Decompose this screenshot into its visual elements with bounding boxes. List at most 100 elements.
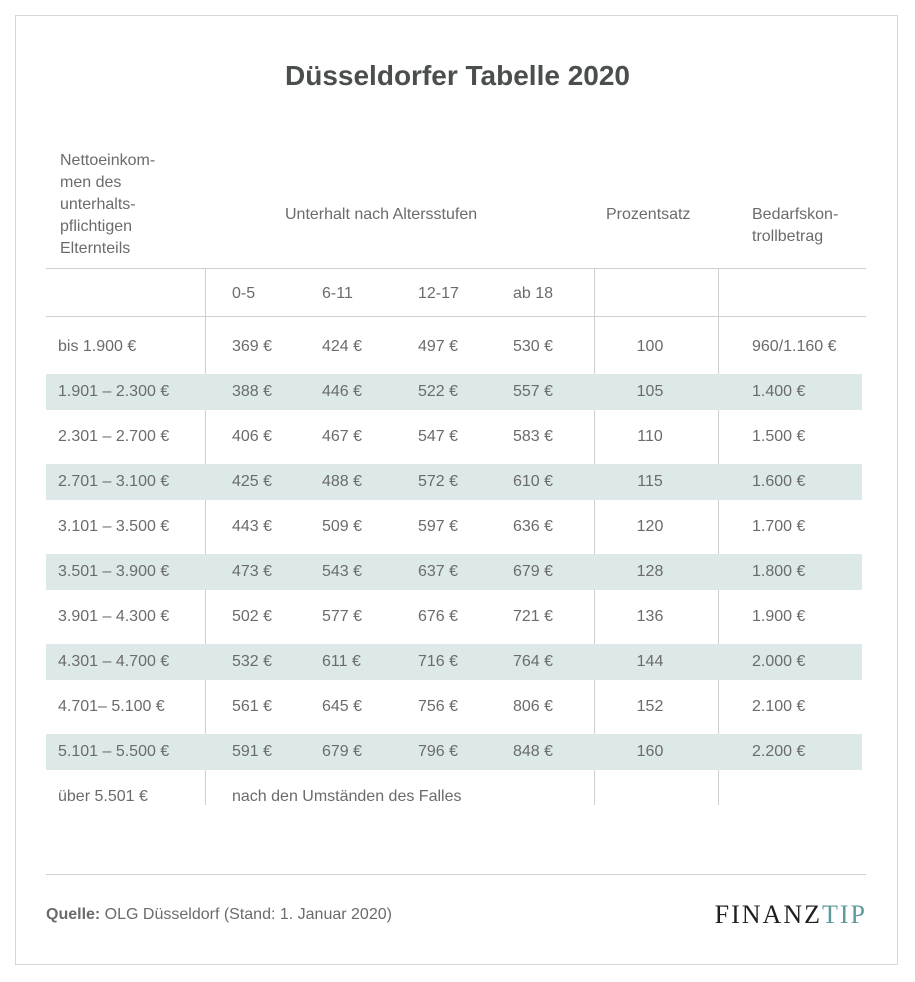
control-cell: 1.900 € — [752, 608, 806, 625]
support-cell: 806 € — [513, 698, 554, 715]
header-divider — [46, 268, 866, 269]
control-cell: 1.700 € — [752, 518, 806, 535]
support-cell: 547 € — [418, 428, 459, 445]
support-cell: 591 € — [232, 743, 273, 760]
age-header: 6-11 — [322, 285, 353, 302]
page-frame — [15, 15, 898, 965]
column-divider — [594, 268, 595, 805]
header-income: Nettoeinkom- men des unterhalts- pflicht… — [60, 150, 155, 260]
finanztip-logo: FINANZTIP — [715, 900, 867, 930]
percent-cell: 115 — [637, 473, 663, 490]
age-header: ab 18 — [513, 285, 554, 302]
support-cell: 543 € — [322, 563, 363, 580]
logo-part2: TIP — [822, 900, 867, 929]
age-header: 12-17 — [418, 285, 459, 302]
header-percent: Prozentsatz — [606, 206, 691, 223]
support-cell: 497 € — [418, 338, 459, 355]
control-cell: 1.400 € — [752, 383, 806, 400]
support-cell: 530 € — [513, 338, 554, 355]
support-cell: 467 € — [322, 428, 363, 445]
support-cell: 446 € — [322, 383, 363, 400]
support-cell: 388 € — [232, 383, 273, 400]
percent-cell: 105 — [636, 383, 664, 400]
support-cell: 424 € — [322, 338, 363, 355]
control-cell: 960/1.160 € — [752, 338, 837, 355]
income-cell: bis 1.900 € — [58, 338, 137, 355]
logo-part1: FINANZ — [714, 900, 822, 929]
income-cell: 3.501 – 3.900 € — [58, 563, 170, 580]
support-cell: 425 € — [232, 473, 273, 490]
page-title: Düsseldorfer Tabelle 2020 — [285, 60, 630, 91]
support-cell: 636 € — [513, 518, 554, 535]
header-income-line: unterhalts- — [60, 196, 136, 213]
income-cell: 5.101 – 5.500 € — [58, 743, 170, 760]
age-header: 0-5 — [232, 285, 256, 302]
percent-cell: 110 — [637, 428, 663, 445]
income-cell: 3.901 – 4.300 € — [58, 608, 170, 625]
source-label: Quelle: — [46, 906, 101, 923]
support-cell: 577 € — [322, 608, 363, 625]
header-control-line: Bedarfskon- — [752, 206, 839, 223]
age-divider — [46, 316, 866, 317]
support-cell: 597 € — [418, 518, 459, 535]
income-cell: 1.901 – 2.300 € — [58, 383, 170, 400]
source-note: Quelle: OLG Düsseldorf (Stand: 1. Januar… — [46, 906, 392, 924]
support-cell: 796 € — [418, 743, 459, 760]
support-cell: 557 € — [513, 383, 554, 400]
column-divider — [718, 268, 719, 805]
percent-cell: 152 — [636, 698, 664, 715]
support-cell: 572 € — [418, 473, 459, 490]
header-income-line: Nettoeinkom- — [60, 152, 156, 169]
support-cell: 756 € — [418, 698, 459, 715]
control-cell: 2.000 € — [752, 653, 806, 670]
row-band — [46, 464, 862, 500]
support-cell: 645 € — [322, 698, 363, 715]
percent-cell: 160 — [636, 743, 664, 760]
support-cell: 488 € — [322, 473, 363, 490]
support-cell: 509 € — [322, 518, 363, 535]
support-cell: 679 € — [513, 563, 554, 580]
footer-divider — [46, 874, 866, 875]
support-cell: 502 € — [232, 608, 273, 625]
support-cell: 406 € — [232, 428, 273, 445]
column-divider — [205, 268, 206, 805]
percent-cell: 128 — [636, 563, 664, 580]
row-band — [46, 554, 862, 590]
income-cell: 3.101 – 3.500 € — [58, 518, 170, 535]
row-band — [46, 374, 862, 410]
last-row-income: über 5.501 € — [58, 788, 148, 805]
control-cell: 1.800 € — [752, 563, 806, 580]
percent-cell: 144 — [636, 653, 664, 670]
support-cell: 522 € — [418, 383, 459, 400]
support-cell: 610 € — [513, 473, 554, 490]
income-cell: 2.301 – 2.700 € — [58, 428, 170, 445]
header-income-line: men des — [60, 174, 122, 191]
support-cell: 473 € — [232, 563, 273, 580]
support-cell: 676 € — [418, 608, 459, 625]
support-cell: 369 € — [232, 338, 273, 355]
percent-cell: 100 — [636, 338, 664, 355]
row-band — [46, 734, 862, 770]
support-cell: 848 € — [513, 743, 554, 760]
control-cell: 2.100 € — [752, 698, 806, 715]
support-cell: 637 € — [418, 563, 459, 580]
header-support: Unterhalt nach Altersstufen — [285, 206, 478, 223]
support-cell: 561 € — [232, 698, 273, 715]
percent-cell: 136 — [636, 608, 664, 625]
header-income-line: Elternteils — [60, 240, 131, 257]
support-cell: 679 € — [322, 743, 363, 760]
income-cell: 2.701 – 3.100 € — [58, 473, 170, 490]
support-cell: 721 € — [513, 608, 554, 625]
control-cell: 2.200 € — [752, 743, 806, 760]
control-cell: 1.500 € — [752, 428, 806, 445]
header-control-line: trollbetrag — [752, 228, 824, 245]
last-row-note: nach den Umständen des Falles — [232, 788, 462, 805]
support-cell: 532 € — [232, 653, 273, 670]
income-cell: 4.301 – 4.700 € — [58, 653, 170, 670]
support-cell: 611 € — [322, 653, 361, 670]
income-cell: 4.701– 5.100 € — [58, 698, 165, 715]
percent-cell: 120 — [636, 518, 664, 535]
support-cell: 443 € — [232, 518, 273, 535]
support-cell: 716 € — [418, 653, 459, 670]
control-cell: 1.600 € — [752, 473, 806, 490]
